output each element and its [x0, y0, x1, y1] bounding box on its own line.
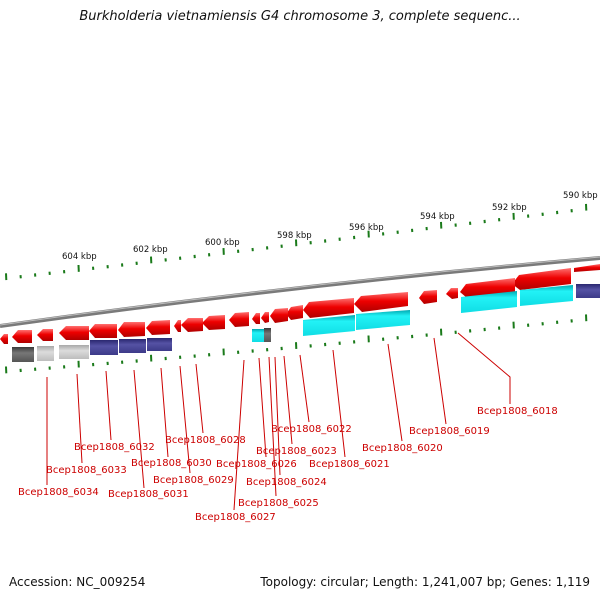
gene-arrow[interactable]	[146, 320, 170, 335]
leader-line	[268, 356, 277, 497]
leader-line	[332, 349, 346, 458]
leader-line	[387, 343, 403, 442]
gene-arrow[interactable]	[419, 290, 437, 304]
gene-label-6033[interactable]: Bcep1808_6033	[46, 465, 127, 476]
gene-label-6023[interactable]: Bcep1808_6023	[256, 446, 337, 457]
feature-box-navy[interactable]	[90, 340, 118, 355]
gene-arrow[interactable]	[261, 312, 269, 323]
feature-box-cyan[interactable]	[356, 310, 410, 330]
gene-arrow[interactable]	[270, 308, 288, 323]
gene-label-6021[interactable]: Bcep1808_6021	[309, 459, 390, 470]
leader-line	[76, 373, 83, 464]
gene-arrow[interactable]	[286, 305, 303, 320]
gene-arrow[interactable]	[303, 298, 354, 318]
accession-text: Accession: NC_009254	[9, 575, 146, 589]
feature-box-light[interactable]	[37, 346, 54, 361]
scale-label-596: 596 kbp	[349, 223, 384, 233]
leader-line	[160, 367, 169, 458]
feature-box-cyan[interactable]	[520, 285, 573, 306]
scale-label-602: 602 kbp	[133, 245, 168, 255]
gene-label-6027[interactable]: Bcep1808_6027	[195, 512, 276, 523]
gene-label-6028[interactable]: Bcep1808_6028	[165, 435, 246, 446]
leader-line	[179, 365, 191, 474]
gene-label-6020[interactable]: Bcep1808_6020	[362, 443, 443, 454]
outer-scale-ticks	[5, 203, 588, 281]
leader-line	[457, 332, 511, 404]
gene-label-6031[interactable]: Bcep1808_6031	[108, 489, 189, 500]
feature-box-cyan[interactable]	[303, 315, 355, 336]
leader-line	[105, 370, 112, 441]
chromosome-backbone	[0, 256, 600, 328]
scale-label-590: 590 kbp	[563, 191, 598, 201]
feature-box-cyan[interactable]	[461, 291, 517, 313]
gene-arrow[interactable]	[354, 292, 408, 312]
gene-arrow[interactable]	[118, 322, 145, 337]
leader-line	[433, 337, 447, 425]
gene-label-6024[interactable]: Bcep1808_6024	[246, 477, 327, 488]
scale-label-592: 592 kbp	[492, 203, 527, 213]
gene-arrow[interactable]	[89, 324, 117, 338]
feature-box-navy[interactable]	[119, 339, 146, 353]
gene-arrow[interactable]	[446, 288, 458, 299]
gene-label-6032[interactable]: Bcep1808_6032	[74, 442, 155, 453]
feature-box-navy[interactable]	[576, 284, 600, 298]
gene-label-6019[interactable]: Bcep1808_6019	[409, 426, 490, 437]
gene-arrow[interactable]	[574, 264, 600, 272]
gene-label-6025[interactable]: Bcep1808_6025	[238, 498, 319, 509]
leader-line	[299, 354, 310, 423]
leader-line	[258, 357, 267, 458]
gene-arrow[interactable]	[512, 268, 571, 290]
gene-label-6034[interactable]: Bcep1808_6034	[18, 487, 99, 498]
gene-arrow[interactable]	[202, 315, 225, 330]
scale-label-598: 598 kbp	[277, 231, 312, 241]
feature-box-dark[interactable]	[264, 328, 271, 342]
inner-scale-ticks	[5, 314, 588, 374]
gene-track	[0, 264, 600, 344]
gene-label-6026[interactable]: Bcep1808_6026	[216, 459, 297, 470]
leader-line	[233, 359, 245, 511]
gene-arrow[interactable]	[37, 329, 53, 341]
feature-box-cyan[interactable]	[252, 329, 264, 342]
feature-box-dark[interactable]	[12, 347, 34, 362]
scale-label-604: 604 kbp	[62, 252, 97, 262]
feature-track	[12, 284, 600, 362]
genome-stats-text: Topology: circular; Length: 1,241,007 bp…	[260, 575, 590, 589]
gene-arrow[interactable]	[174, 320, 181, 332]
gene-arrow[interactable]	[12, 330, 32, 343]
leader-line	[195, 363, 204, 434]
label-leaders	[46, 332, 511, 511]
leader-line	[283, 355, 293, 445]
chromosome-backbone-highlight	[0, 256, 600, 326]
gene-labels: Bcep1808_6018 Bcep1808_6019 Bcep1808_602…	[18, 406, 558, 523]
gene-arrow[interactable]	[229, 312, 249, 327]
gene-arrow[interactable]	[59, 326, 89, 340]
scale-label-594: 594 kbp	[420, 212, 455, 222]
gene-label-6022[interactable]: Bcep1808_6022	[271, 424, 352, 435]
leader-line	[133, 369, 145, 489]
gene-label-6018[interactable]: Bcep1808_6018	[477, 406, 558, 417]
gene-arrow[interactable]	[0, 334, 8, 344]
gene-arrow[interactable]	[181, 318, 203, 332]
feature-box-light[interactable]	[59, 345, 89, 359]
map-title: Burkholderia vietnamiensis G4 chromosome…	[79, 9, 521, 24]
scale-label-600: 600 kbp	[205, 238, 240, 248]
gene-label-6029[interactable]: Bcep1808_6029	[153, 475, 234, 486]
feature-box-navy[interactable]	[147, 338, 172, 351]
gene-label-6030[interactable]: Bcep1808_6030	[131, 458, 212, 469]
gene-arrow[interactable]	[252, 313, 260, 324]
leader-line	[274, 356, 281, 476]
